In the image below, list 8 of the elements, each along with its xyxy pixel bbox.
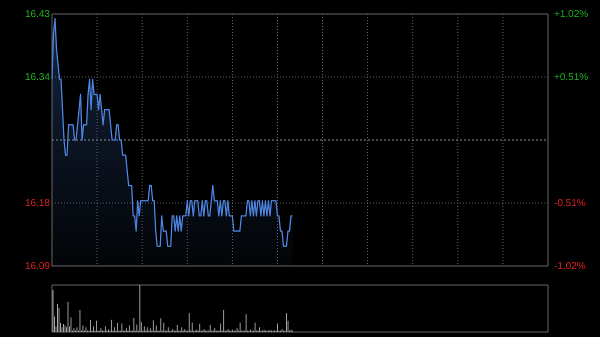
y-tick-label: 16.34 bbox=[24, 72, 50, 84]
y-tick-label: 16.09 bbox=[24, 261, 50, 272]
y-tick-label: 16.18 bbox=[24, 198, 50, 210]
y2-tick-label: -1.02% bbox=[554, 261, 586, 272]
y-tick-label: 16.43 bbox=[24, 9, 50, 20]
y2-tick-label: -0.51% bbox=[554, 198, 586, 210]
y2-tick-label: +0.51% bbox=[554, 72, 588, 84]
y2-tick-label: +1.02% bbox=[554, 9, 588, 20]
